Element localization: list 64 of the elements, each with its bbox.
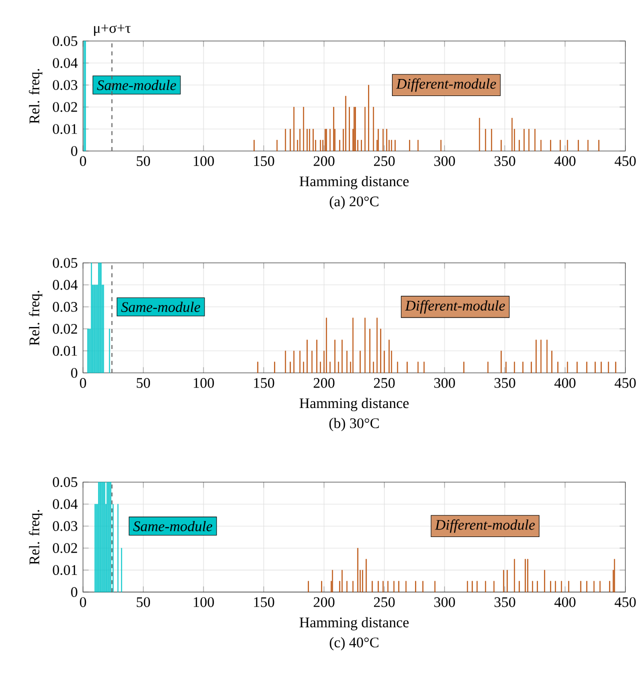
series-label: Same-module — [121, 302, 200, 312]
x-tick-label: 250 — [374, 156, 395, 166]
series-label: Different-module — [434, 519, 535, 533]
x-tick-label: 450 — [614, 378, 636, 388]
y-tick-label: 0 — [71, 146, 78, 156]
y-tick-label: 0 — [71, 368, 78, 378]
y-tick-label: 0.01 — [52, 346, 77, 356]
series-label: Different-module — [405, 300, 505, 314]
x-tick-label: 350 — [494, 378, 516, 388]
y-tick-label: 0 — [71, 587, 78, 598]
x-tick-label: 450 — [614, 597, 636, 608]
text: (c) 40°C — [330, 637, 378, 650]
x-tick-label: 200 — [314, 378, 334, 388]
x-tick-label: 400 — [554, 597, 576, 608]
x-tick-label: 50 — [136, 378, 150, 388]
x-tick-label: 100 — [194, 156, 214, 166]
x-tick-label: 300 — [434, 156, 455, 166]
x-tick-label: 150 — [254, 378, 274, 388]
y-tick-label: 0.04 — [52, 280, 78, 290]
series-label: Same-module — [97, 80, 176, 90]
x-tick-label: 400 — [554, 378, 576, 388]
ref-line-label: μ+σ+τ — [94, 24, 131, 36]
x-tick-label: 300 — [434, 378, 455, 388]
x-tick-label: 0 — [80, 597, 86, 608]
x-tick-label: 250 — [374, 378, 395, 388]
series-label: Same-module — [133, 520, 212, 532]
y-tick-label: 0.03 — [52, 302, 78, 312]
x-tick-label: 100 — [194, 378, 214, 388]
y-tick-label: 0.03 — [52, 80, 78, 90]
x-tick-label: 300 — [434, 597, 455, 608]
x-tick-label: 100 — [194, 597, 214, 608]
x-tick-label: 0 — [80, 378, 86, 388]
x-tick-label: 250 — [374, 597, 395, 608]
x-axis-title: Hamming distance — [300, 176, 409, 190]
x-tick-label: 350 — [494, 156, 516, 166]
x-tick-label: 150 — [254, 156, 274, 166]
x-tick-label: 400 — [554, 156, 576, 166]
x-axis-title: Hamming distance — [300, 398, 409, 412]
y-tick-label: 0.01 — [52, 124, 77, 134]
x-tick-label: 200 — [314, 597, 334, 608]
x-tick-label: 150 — [254, 597, 274, 608]
y-axis-title: Rel. freq. — [28, 510, 42, 565]
x-tick-label: 50 — [136, 597, 150, 608]
y-tick-label: 0.05 — [52, 258, 78, 268]
y-tick-label: 0.04 — [52, 58, 78, 68]
y-tick-label: 0.02 — [52, 102, 78, 112]
y-tick-label: 0.05 — [52, 477, 78, 488]
y-tick-label: 0.05 — [52, 36, 78, 46]
y-tick-label: 0.04 — [52, 499, 78, 510]
x-tick-label: 200 — [314, 156, 334, 166]
x-tick-label: 50 — [136, 156, 150, 166]
x-tick-label: 350 — [494, 597, 516, 608]
x-tick-label: 0 — [80, 156, 86, 166]
text: (b) 30°C — [329, 418, 379, 432]
y-axis-title: Rel. freq. — [28, 290, 42, 346]
text: (a) 20°C — [330, 196, 378, 210]
x-tick-label: 450 — [614, 156, 636, 166]
y-tick-label: 0.03 — [52, 521, 78, 532]
y-tick-label: 0.02 — [52, 543, 78, 554]
x-axis-title: Hamming distance — [300, 617, 409, 630]
series-label: Different-module — [396, 78, 496, 92]
y-tick-label: 0.01 — [52, 565, 77, 576]
y-tick-label: 0.02 — [52, 324, 78, 334]
y-axis-title: Rel. freq. — [28, 68, 42, 124]
